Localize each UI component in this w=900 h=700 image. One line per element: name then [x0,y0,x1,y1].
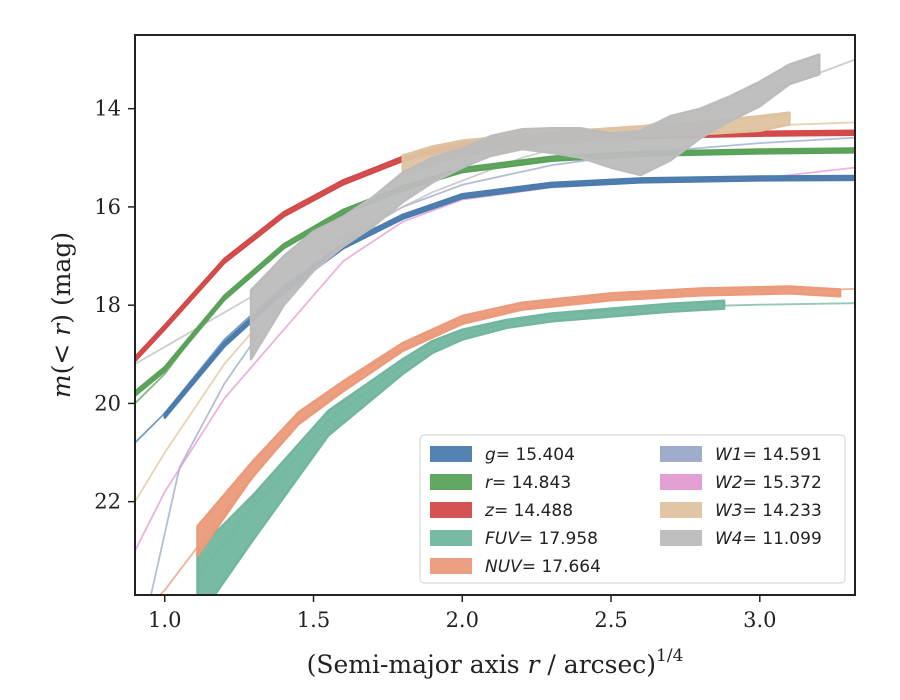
legend-label-g: g= 15.404 [485,445,575,465]
legend-swatch-w3 [660,502,702,518]
y-tick-label: 22 [94,490,121,514]
x-tick-label: 2.5 [594,608,627,632]
x-tick-label: 2.0 [446,608,479,632]
profile-band-nuv [196,285,842,557]
legend-label-r: r= 14.843 [485,473,571,493]
profile-band-fuv [196,299,726,595]
x-axis-label: (Semi-major axis r / arcsec)1/4 [307,646,684,679]
legend-swatch-w4 [660,530,702,546]
plot-layer [135,53,855,595]
legend-label-w1: W1= 14.591 [715,445,822,465]
legend-swatch-z [430,502,472,518]
y-tick-label: 18 [94,293,121,317]
legend-box [419,434,846,584]
legend-swatch-nuv [430,558,472,574]
plot-frame [134,34,856,596]
x-tick-label: 3.0 [743,608,776,632]
legend: g= 15.404 r= 14.843 z= 14.488 FUV= 17.958 NU… [419,434,846,584]
legend-swatch-g [430,446,472,462]
legend-swatch-r [430,474,472,490]
y-axis-label: m(< r) (mag) [47,232,76,398]
legend-label-fuv: FUV= 17.958 [485,529,598,549]
legend-label-nuv: NUV= 17.664 [485,557,601,577]
legend-swatch-w1 [660,446,702,462]
legend-swatch-w2 [660,474,702,490]
y-tick-label: 20 [94,391,121,415]
legend-label-z: z= 14.488 [484,501,573,521]
y-tick-label: 14 [94,97,121,121]
legend-swatch-fuv [430,530,472,546]
legend-label-w4: W4= 11.099 [715,529,822,549]
ticks-layer: 1.0 1.5 2.0 2.5 3.0 14 16 18 20 22 [94,97,776,632]
profile-band-r [135,147,855,397]
profile-band-w4 [249,53,821,361]
profile-band-z [135,129,855,363]
x-tick-label: 1.0 [148,608,181,632]
x-tick-label: 1.5 [297,608,330,632]
legend-label-w2: W2= 15.372 [715,473,822,493]
legend-label-w3: W3= 14.233 [715,501,822,521]
y-tick-label: 16 [94,195,121,219]
